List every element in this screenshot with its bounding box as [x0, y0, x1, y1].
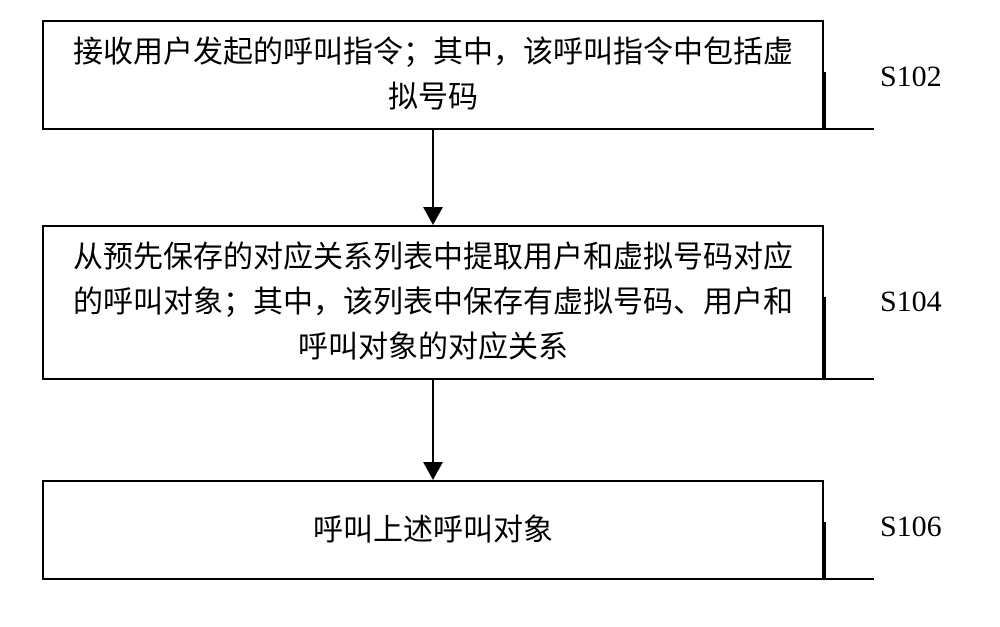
- step-label-2: S104: [880, 285, 942, 319]
- flow-step-1: 接收用户发起的呼叫指令；其中，该呼叫指令中包括虚拟号码: [42, 20, 824, 130]
- connector-3: [824, 522, 874, 580]
- flow-step-3-text: 呼叫上述呼叫对象: [313, 508, 553, 553]
- connector-2: [824, 297, 874, 380]
- arrow-2-line: [432, 380, 434, 462]
- arrow-1-line: [432, 130, 434, 208]
- step-label-1: S102: [880, 60, 942, 94]
- arrow-2-head: [423, 462, 443, 480]
- flow-step-2: 从预先保存的对应关系列表中提取用户和虚拟号码对应的呼叫对象；其中，该列表中保存有…: [42, 225, 824, 380]
- arrow-1-head: [423, 207, 443, 225]
- flow-step-2-text: 从预先保存的对应关系列表中提取用户和虚拟号码对应的呼叫对象；其中，该列表中保存有…: [64, 235, 802, 370]
- flow-step-3: 呼叫上述呼叫对象: [42, 480, 824, 580]
- step-label-3: S106: [880, 510, 942, 544]
- connector-1: [824, 72, 874, 130]
- flow-step-1-text: 接收用户发起的呼叫指令；其中，该呼叫指令中包括虚拟号码: [64, 30, 802, 120]
